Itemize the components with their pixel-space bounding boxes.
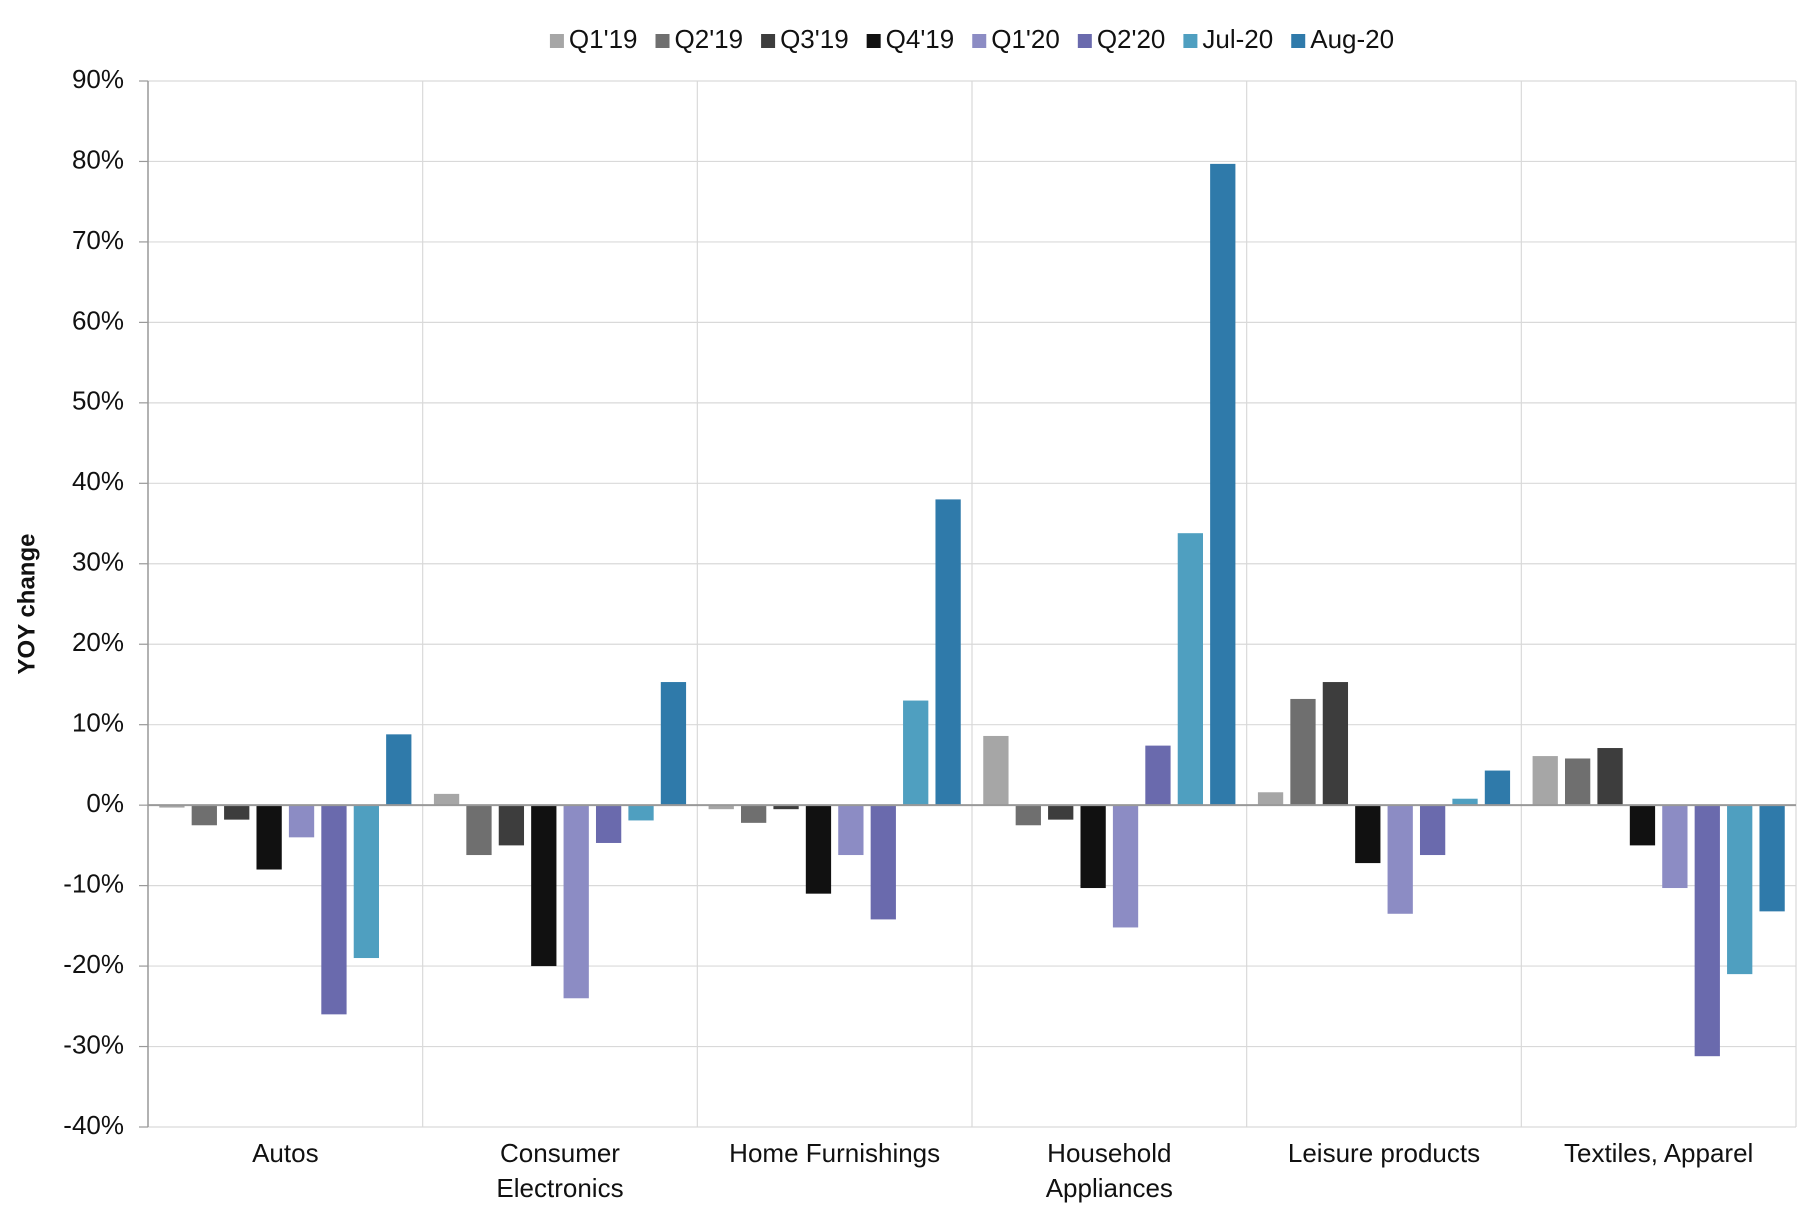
bar [708,805,734,810]
bar [466,805,492,856]
bar [838,805,864,856]
bar [740,805,767,823]
y-tick-label: -20% [63,949,124,979]
bar [1387,805,1413,914]
legend-swatch [866,34,881,48]
bar [224,805,250,820]
legend-label: Q1'20 [991,24,1060,54]
bar [1210,163,1236,806]
bar [1759,805,1785,912]
bar [1257,792,1284,806]
legend-swatch [1291,34,1306,48]
bar [288,805,315,838]
legend-label: Aug-20 [1310,24,1394,54]
bar [773,805,799,810]
x-tick-label: Consumer Electronics [496,1138,623,1203]
bar [935,499,961,806]
bar [595,805,622,843]
bar [805,805,832,894]
bar [1112,805,1139,928]
x-tick-label: Leisure products [1288,1138,1480,1168]
legend-label: Q4'19 [886,24,955,54]
legend-swatch [761,34,776,48]
bar [1597,748,1623,806]
legend-swatch [972,34,987,48]
y-tick-label: 80% [72,144,124,174]
bar [498,805,525,846]
legend-label: Q1'19 [569,24,638,54]
legend-label: Q3'19 [780,24,849,54]
bar [870,805,896,920]
bar [1322,682,1349,806]
bar [531,805,557,967]
y-tick-label: 30% [72,547,124,577]
y-tick-label: 0% [86,788,124,818]
bar [159,805,185,808]
bar [1662,805,1688,889]
y-tick-label: 10% [72,708,124,738]
y-tick-label: -30% [63,1029,124,1059]
legend-swatch [549,34,564,48]
legend-label: Q2'20 [1097,24,1166,54]
bar [321,805,347,1015]
y-tick-label: 60% [72,305,124,335]
x-tick-label: Home Furnishings [729,1138,940,1168]
legend-swatch [1077,34,1092,48]
bar [1532,756,1558,806]
bar [1564,758,1591,806]
x-tick-label: Textiles, Apparel [1564,1138,1753,1168]
bar [1355,805,1381,864]
bar [256,805,282,870]
bar [660,682,687,806]
bar [1419,805,1446,856]
bar [1629,805,1656,846]
x-tick-label: Autos [252,1138,319,1168]
bar [983,735,1009,806]
bar [628,805,654,821]
legend: Q1'19 Q2'19 Q3'19 Q4'19 Q1'20 Q2'20 Jul-20 Aug-… [549,24,1394,54]
y-tick-label: 70% [72,225,124,255]
bar [563,805,589,999]
bar [433,793,460,806]
bar [1080,805,1106,889]
legend-label: Q2'19 [675,24,744,54]
y-tick-label: 90% [72,64,124,94]
y-axis-label: YOY change [13,534,40,675]
bar [1290,698,1316,806]
y-tick-label: 50% [72,386,124,416]
legend-swatch [655,34,670,48]
y-tick-label: -10% [63,868,124,898]
x-tick-label: Household Appliances [1046,1138,1173,1203]
bar [1694,805,1720,1057]
y-tick-label: -40% [63,1110,124,1140]
bar [1452,798,1478,806]
bar [1048,805,1074,820]
bar [903,700,929,806]
bar [353,805,380,959]
legend-swatch [1183,34,1198,48]
bar [1727,805,1753,975]
bar [1484,770,1511,806]
bar [1015,805,1041,826]
y-tick-label: 40% [72,466,124,496]
y-tick-label: 20% [72,627,124,657]
bar [1177,533,1204,806]
legend-label: Jul-20 [1202,24,1273,54]
bar [1145,745,1171,806]
bar [386,734,412,806]
bar [191,805,217,826]
